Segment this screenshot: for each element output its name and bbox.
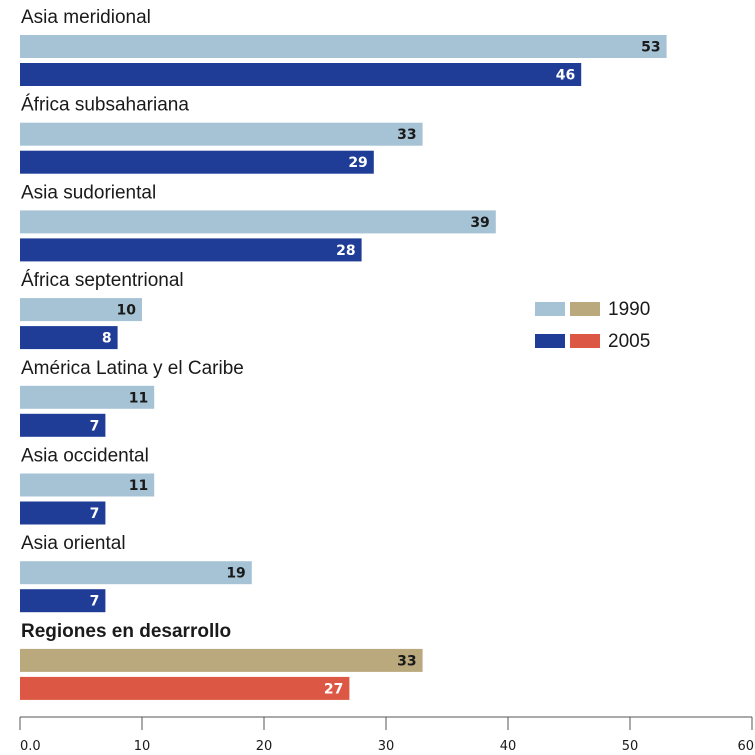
bar-1990-asia-oriental — [20, 561, 252, 585]
category-label-africa-septentrional: África septentrional — [21, 270, 184, 291]
x-tick-label-50: 50 — [622, 739, 639, 754]
category-label-asia-sudoriental: Asia sudoriental — [21, 182, 156, 203]
bar-2005-africa-septentrional — [20, 326, 118, 350]
bar-1990-asia-occidental — [20, 473, 155, 497]
legend-swatch-1990-1 — [535, 302, 565, 316]
x-tick-label-10: 10 — [134, 739, 151, 754]
value-label-2005-asia-sudoriental: 28 — [336, 243, 355, 259]
bar-2005-asia-meridional — [20, 63, 582, 86]
category-label-asia-occidental: Asia occidental — [21, 446, 149, 467]
bar-1990-america-latina-y-el-caribe — [20, 385, 155, 409]
bar-2005-africa-subsahariana — [20, 150, 374, 174]
x-tick-label-30: 30 — [378, 739, 395, 754]
value-label-1990-regiones-en-desarrollo: 33 — [397, 653, 416, 669]
value-label-2005-asia-occidental: 7 — [90, 506, 100, 522]
value-label-2005-asia-meridional: 46 — [556, 68, 575, 84]
value-label-1990-asia-occidental: 11 — [129, 478, 148, 494]
x-tick-label-0: 0.0 — [20, 739, 41, 754]
value-label-2005-africa-subsahariana: 29 — [348, 155, 367, 171]
legend-label-2005: 2005 — [608, 331, 650, 352]
bar-1990-asia-meridional — [20, 35, 667, 58]
value-label-1990-america-latina-y-el-caribe: 11 — [129, 390, 148, 406]
value-label-1990-asia-sudoriental: 39 — [470, 215, 489, 231]
x-axis: 0.0 10 20 30 40 50 60 — [19, 716, 754, 754]
value-label-2005-america-latina-y-el-caribe: 7 — [90, 418, 100, 434]
x-tick-label-40: 40 — [500, 739, 517, 754]
value-label-1990-asia-oriental: 19 — [226, 566, 245, 582]
legend-swatch-2005-2 — [570, 334, 600, 348]
bar-1990-regiones-en-desarrollo — [20, 648, 423, 672]
value-label-2005-asia-oriental: 7 — [90, 594, 100, 610]
value-label-2005-regiones-en-desarrollo: 27 — [324, 681, 343, 697]
category-labels: Asia meridional África subsahariana Asia s… — [21, 7, 244, 642]
x-tick-label-60: 60 — [737, 739, 754, 754]
category-label-asia-meridional: Asia meridional — [21, 7, 151, 28]
legend-swatch-2005-1 — [535, 334, 565, 348]
value-labels: 53 46 33 29 39 28 10 8 11 7 11 7 19 7 33 27 — [90, 40, 661, 698]
bar-2005-america-latina-y-el-caribe — [20, 413, 106, 437]
value-label-1990-africa-septentrional: 10 — [117, 303, 137, 319]
bar-1990-africa-septentrional — [20, 298, 142, 322]
value-label-1990-africa-subsahariana: 33 — [397, 127, 416, 143]
bar-2005-asia-sudoriental — [20, 238, 362, 262]
category-label-regiones-en-desarrollo: Regiones en desarrollo — [21, 621, 231, 642]
bars-layer — [20, 35, 667, 700]
category-label-asia-oriental: Asia oriental — [21, 533, 126, 554]
legend: 1990 2005 — [535, 299, 650, 352]
bar-1990-africa-subsahariana — [20, 122, 423, 146]
value-label-1990-asia-meridional: 53 — [641, 40, 660, 56]
legend-swatch-1990-2 — [570, 302, 600, 316]
bar-2005-regiones-en-desarrollo — [20, 676, 350, 700]
category-label-america-latina-y-el-caribe: América Latina y el Caribe — [21, 358, 244, 379]
bar-1990-asia-sudoriental — [20, 210, 496, 234]
x-tick-label-20: 20 — [256, 739, 273, 754]
value-label-2005-africa-septentrional: 8 — [102, 331, 112, 347]
bar-2005-asia-occidental — [20, 501, 106, 525]
legend-label-1990: 1990 — [608, 299, 650, 320]
bar-2005-asia-oriental — [20, 589, 106, 613]
category-label-africa-subsahariana: África subsahariana — [21, 95, 189, 116]
